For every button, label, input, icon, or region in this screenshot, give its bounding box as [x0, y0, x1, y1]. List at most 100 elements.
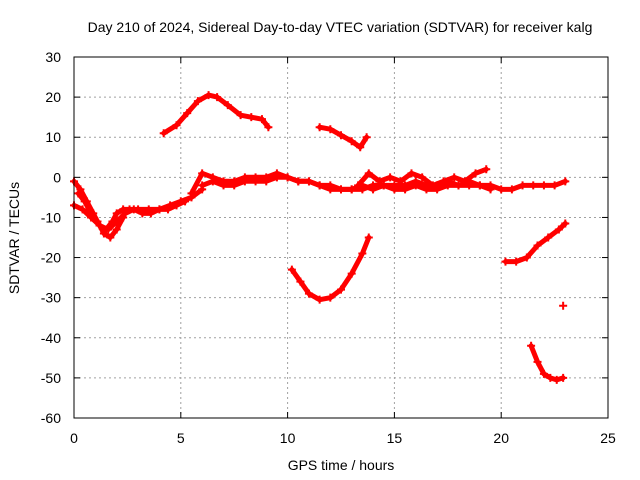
data-point — [501, 257, 510, 266]
data-point — [112, 225, 121, 234]
data-point — [364, 169, 373, 178]
data-point — [106, 233, 115, 242]
x-tick-label: 25 — [600, 430, 616, 446]
series-arc-8 — [315, 123, 371, 152]
data-point — [296, 277, 305, 286]
series-arc-4 — [159, 91, 273, 138]
data-point — [369, 185, 378, 194]
series-line — [75, 190, 126, 240]
y-axis-label: SDTVAR / TECUs — [6, 182, 22, 294]
data-point — [219, 181, 228, 190]
data-point — [93, 217, 102, 226]
series-line — [161, 92, 271, 136]
data-point — [550, 181, 559, 190]
data-point — [198, 169, 207, 178]
data-point — [533, 241, 542, 250]
data-point — [401, 185, 410, 194]
data-point — [559, 373, 568, 382]
data-point — [247, 113, 256, 122]
data-point — [428, 181, 437, 190]
data-point — [304, 289, 313, 298]
data-point — [347, 185, 356, 194]
series-arc-11 — [527, 341, 568, 384]
data-point — [354, 181, 363, 190]
data-point — [561, 177, 570, 186]
data-point — [272, 173, 281, 182]
data-point — [433, 185, 442, 194]
data-point — [129, 205, 138, 214]
data-point — [236, 111, 245, 120]
y-tick-label: -50 — [41, 370, 61, 386]
data-point — [262, 177, 271, 186]
data-point — [112, 209, 121, 218]
series-arc-3 — [74, 189, 128, 242]
data-point — [304, 177, 313, 186]
series-arc-10 — [501, 219, 570, 266]
data-point — [379, 181, 388, 190]
data-point — [121, 209, 130, 218]
data-point — [522, 253, 531, 262]
data-point — [326, 293, 335, 302]
data-point — [283, 173, 292, 182]
data-point — [358, 249, 367, 258]
data-point — [163, 205, 172, 214]
data-point — [552, 375, 561, 384]
data-point — [204, 91, 213, 100]
data-point — [208, 177, 217, 186]
series-arc-6 — [198, 173, 495, 194]
data-point — [460, 177, 469, 186]
data-point — [497, 185, 506, 194]
y-tick-label: 0 — [53, 169, 61, 185]
data-point — [475, 181, 484, 190]
data-point — [240, 177, 249, 186]
data-point — [172, 201, 181, 210]
y-tick-label: 20 — [45, 89, 61, 105]
data-point — [223, 101, 232, 110]
data-point — [251, 177, 260, 186]
data-point — [193, 97, 202, 106]
data-point — [78, 205, 87, 214]
data-point — [74, 189, 83, 198]
y-tick-label: -60 — [41, 410, 61, 426]
x-tick-label: 0 — [70, 430, 78, 446]
data-point — [99, 229, 108, 238]
y-tick-label: -10 — [41, 209, 61, 225]
data-point — [396, 177, 405, 186]
data-point — [539, 369, 548, 378]
data-point — [146, 209, 155, 218]
data-point — [418, 173, 427, 182]
data-point — [104, 225, 113, 234]
data-point — [546, 373, 555, 382]
data-point — [527, 341, 536, 350]
data-point — [326, 125, 335, 134]
data-point — [529, 181, 538, 190]
data-point — [119, 213, 128, 222]
data-point — [257, 115, 266, 124]
data-point — [356, 143, 365, 152]
data-point — [326, 181, 335, 190]
data-point — [138, 209, 147, 218]
data-point — [315, 295, 324, 304]
data-point — [264, 123, 273, 132]
x-tick-label: 5 — [177, 430, 185, 446]
data-point — [198, 181, 207, 190]
data-point — [454, 181, 463, 190]
plot-frame — [73, 56, 609, 419]
data-point — [450, 173, 459, 182]
data-point — [183, 109, 192, 118]
x-tick-label: 10 — [280, 430, 296, 446]
data-series — [70, 91, 570, 384]
data-point — [507, 185, 516, 194]
data-point — [315, 181, 324, 190]
data-point — [386, 173, 395, 182]
data-point — [390, 185, 399, 194]
data-point — [422, 185, 431, 194]
data-point — [375, 177, 384, 186]
y-tick-label: 30 — [45, 49, 61, 65]
y-tick-label: 10 — [45, 129, 61, 145]
data-point — [155, 205, 164, 214]
data-point — [512, 257, 521, 266]
data-point — [411, 181, 420, 190]
data-point — [347, 269, 356, 278]
data-point — [544, 233, 553, 242]
